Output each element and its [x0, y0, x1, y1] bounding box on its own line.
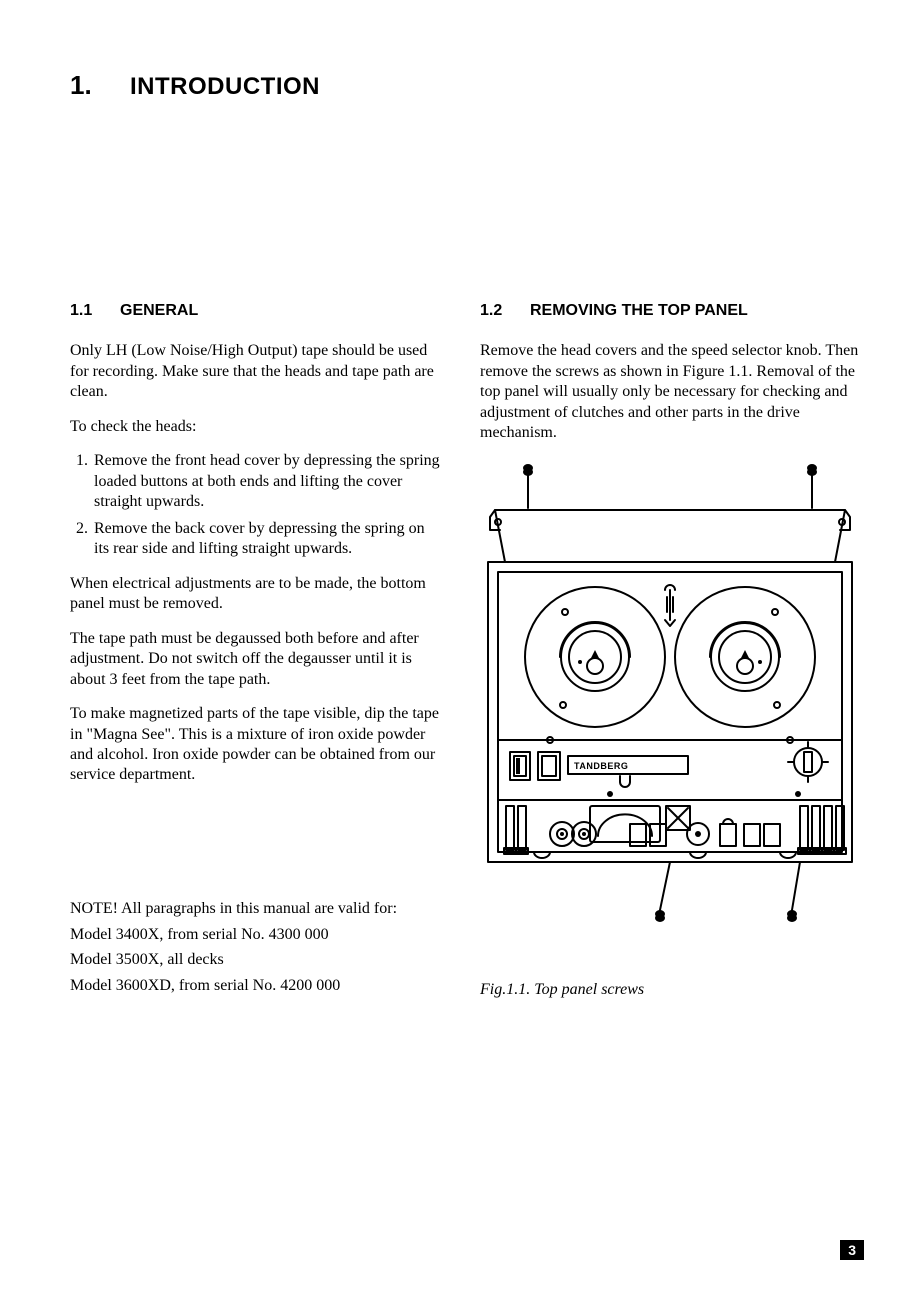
paragraph: Remove the head covers and the speed sel… — [480, 341, 860, 443]
brand-label: TANDBERG — [574, 761, 628, 771]
page-number: 3 — [840, 1240, 864, 1260]
list-item: Remove the back cover by depressing the … — [92, 519, 440, 560]
paragraph: To check the heads: — [70, 417, 440, 437]
chapter-number: 1. — [70, 70, 130, 101]
paragraph: When electrical adjustments are to be ma… — [70, 574, 440, 615]
note-line: Model 3500X, all decks — [70, 947, 440, 973]
note-block: NOTE! All paragraphs in this manual are … — [70, 896, 440, 998]
figure-caption: Fig.1.1. Top panel screws — [480, 980, 860, 1000]
subsection-title: REMOVING THE TOP PANEL — [530, 301, 748, 321]
note-line: NOTE! All paragraphs in this manual are … — [70, 896, 440, 922]
note-line: Model 3600XD, from serial No. 4200 000 — [70, 973, 440, 999]
subsection-heading-1-2: 1.2 REMOVING THE TOP PANEL — [480, 301, 860, 321]
subsection-title: GENERAL — [120, 301, 198, 321]
paragraph: Only LH (Low Noise/High Output) tape sho… — [70, 341, 440, 402]
subsection-number: 1.1 — [70, 301, 120, 321]
subsection-number: 1.2 — [480, 301, 530, 321]
note-line: Model 3400X, from serial No. 4300 000 — [70, 922, 440, 948]
column-right: 1.2 REMOVING THE TOP PANEL Remove the he… — [480, 301, 860, 1001]
subsection-heading-1-1: 1.1 GENERAL — [70, 301, 440, 321]
chapter-heading: 1. INTRODUCTION — [70, 70, 860, 101]
paragraph: To make magnetized parts of the tape vis… — [70, 704, 440, 786]
paragraph: The tape path must be degaussed both bef… — [70, 629, 440, 690]
column-left: 1.1 GENERAL Only LH (Low Noise/High Outp… — [70, 301, 440, 1001]
ordered-list: Remove the front head cover by depressin… — [70, 451, 440, 559]
tape-deck-diagram: TANDBERG — [480, 462, 860, 962]
chapter-title: INTRODUCTION — [130, 73, 320, 101]
list-item: Remove the front head cover by depressin… — [92, 451, 440, 512]
figure-1-1: TANDBERG — [480, 462, 860, 1001]
